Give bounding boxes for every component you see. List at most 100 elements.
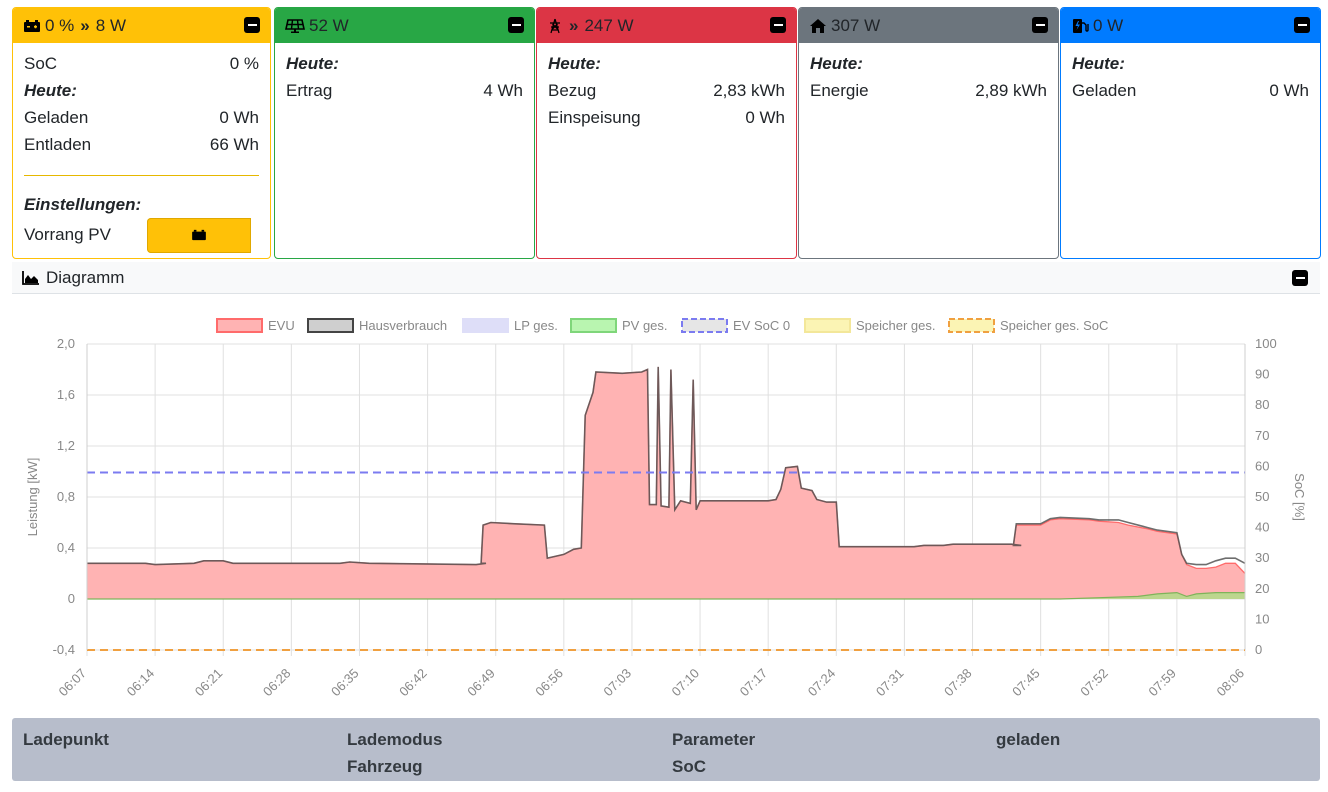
x-tick-label: 06:28 — [260, 666, 294, 700]
power-chart: 2,01,61,20,80,40-0,410090807060504030201… — [25, 318, 1307, 700]
export-label: Einspeisung — [548, 107, 641, 127]
grid-today-heading: Heute: — [548, 53, 601, 73]
grid-import-row: Bezug 2,83 kWh — [548, 77, 785, 104]
diagram-header[interactable]: Diagramm — [12, 262, 1320, 294]
pv-card-header[interactable]: 52 W — [275, 8, 534, 43]
column-ladepunkt: Ladepunkt — [23, 726, 109, 753]
y2-tick-label: 70 — [1255, 428, 1269, 443]
chevron-double-right-icon: » — [80, 15, 90, 35]
y2-tick-label: 40 — [1255, 520, 1269, 535]
battery-icon — [192, 229, 206, 241]
minus-square-icon[interactable] — [244, 17, 260, 33]
area-chart-icon — [22, 270, 39, 285]
pv-power-header: 52 W — [309, 15, 349, 35]
minus-square-icon[interactable] — [508, 17, 524, 33]
divider — [24, 175, 259, 176]
x-tick-label: 06:56 — [532, 666, 566, 700]
y2-tick-label: 10 — [1255, 611, 1269, 626]
settings-heading: Einstellungen: — [24, 194, 142, 214]
minus-square-icon[interactable] — [1294, 17, 1310, 33]
battery-power-header: 8 W — [95, 15, 126, 35]
y2-tick-label: 100 — [1255, 336, 1277, 351]
x-tick-label: 07:10 — [669, 666, 703, 700]
battery-card: 0 % » 8 W SoC 0 % Heute: Geladen 0 Wh En… — [12, 7, 271, 259]
lp-charged-value: 0 Wh — [1269, 80, 1309, 100]
col-lademodus-label: Lademodus — [347, 730, 443, 749]
battery-discharged-row: Entladen 66 Wh — [24, 131, 259, 158]
y-tick-label: 2,0 — [57, 336, 75, 351]
col-parameter-label: Parameter — [672, 730, 756, 749]
battery-soc-header: 0 % — [45, 15, 75, 35]
chart-container: 2,0 1,6 1,2 0,8 0,4 0 -0,4 100 90 80 70 60 50 40 30 20 1… — [12, 295, 1320, 715]
minus-square-icon[interactable] — [1292, 270, 1308, 286]
y-tick-label: 0,8 — [57, 489, 75, 504]
house-energy-row: Energie 2,89 kWh — [810, 77, 1047, 104]
x-tick-label: 07:38 — [941, 666, 975, 700]
chevron-double-right-icon: » — [569, 15, 579, 35]
legend-swatch — [307, 318, 354, 333]
legend-label: Hausverbrauch — [359, 318, 447, 333]
legend-label: PV ges. — [622, 318, 668, 333]
col-soc-label: SoC — [672, 757, 706, 776]
legend-swatch — [681, 318, 728, 333]
battery-charged-row: Geladen 0 Wh — [24, 104, 259, 131]
legend-swatch — [804, 318, 851, 333]
charged-label: Geladen — [24, 107, 89, 127]
y2-axis-title: SoC [%] — [1292, 473, 1307, 521]
minus-square-icon[interactable] — [1032, 17, 1048, 33]
legend-label: Speicher ges. SoC — [1000, 318, 1108, 333]
x-tick-label: 06:14 — [124, 666, 158, 700]
discharged-label: Entladen — [24, 134, 92, 154]
charging-card-header[interactable]: 0 W — [1061, 8, 1320, 43]
column-geladen: geladen — [996, 726, 1060, 753]
house-today-heading: Heute: — [810, 53, 863, 73]
x-tick-label: 06:42 — [396, 666, 430, 700]
legend-swatch — [462, 318, 509, 333]
import-label: Bezug — [548, 80, 597, 100]
legend-label: EVU — [268, 318, 295, 333]
charging-today-heading: Heute: — [1072, 53, 1125, 73]
legend-swatch — [570, 318, 617, 333]
y2-tick-label: 60 — [1255, 458, 1269, 473]
y2-tick-label: 30 — [1255, 550, 1269, 565]
priority-pv-toggle[interactable] — [147, 217, 259, 253]
house-card: 307 W Heute: Energie 2,89 kWh — [798, 7, 1059, 259]
x-tick-label: 06:49 — [464, 666, 498, 700]
legend-swatch — [216, 318, 263, 333]
energy-value: 2,89 kWh — [975, 80, 1047, 100]
pv-today-heading: Heute: — [286, 53, 339, 73]
pv-line — [87, 591, 1245, 600]
y-tick-label: 1,6 — [57, 387, 75, 402]
export-value: 0 Wh — [745, 107, 785, 127]
x-tick-label: 07:24 — [805, 666, 839, 700]
pv-area — [87, 592, 1245, 599]
y2-tick-label: 90 — [1255, 367, 1269, 382]
charging-charged-row: Geladen 0 Wh — [1072, 77, 1309, 104]
chargepoint-table-header: Ladepunkt Lademodus Fahrzeug Parameter S… — [12, 718, 1320, 781]
minus-square-icon[interactable] — [770, 17, 786, 33]
y2-tick-label: 20 — [1255, 581, 1269, 596]
discharged-value: 66 Wh — [209, 134, 259, 154]
battery-card-header[interactable]: 0 % » 8 W — [13, 8, 270, 43]
x-tick-label: 07:03 — [600, 666, 634, 700]
y-axis-title: Leistung [kW] — [25, 458, 40, 537]
col-fahrzeug-label: Fahrzeug — [347, 757, 423, 776]
home-icon — [810, 18, 826, 33]
legend-label: Speicher ges. — [856, 318, 936, 333]
y-tick-label: 0 — [68, 591, 75, 606]
y-tick-label: -0,4 — [53, 642, 75, 657]
col-geladen-label: geladen — [996, 730, 1061, 749]
y2-tick-label: 80 — [1255, 397, 1269, 412]
column-parameter: Parameter SoC — [672, 726, 755, 780]
charging-card: 0 W Heute: Geladen 0 Wh — [1060, 7, 1321, 259]
house-card-header[interactable]: 307 W — [799, 8, 1058, 43]
y-tick-label: 1,2 — [57, 438, 75, 453]
grid-power-header: 247 W — [584, 15, 634, 35]
grid-export-row: Einspeisung 0 Wh — [548, 104, 785, 131]
legend-swatch — [948, 318, 995, 333]
priority-label: Vorrang PV — [24, 225, 111, 244]
grid-card-header[interactable]: » 247 W — [537, 8, 796, 43]
x-tick-label: 06:21 — [192, 666, 226, 700]
x-tick-label: 07:45 — [1009, 666, 1043, 700]
pv-yield-row: Ertrag 4 Wh — [286, 77, 523, 104]
